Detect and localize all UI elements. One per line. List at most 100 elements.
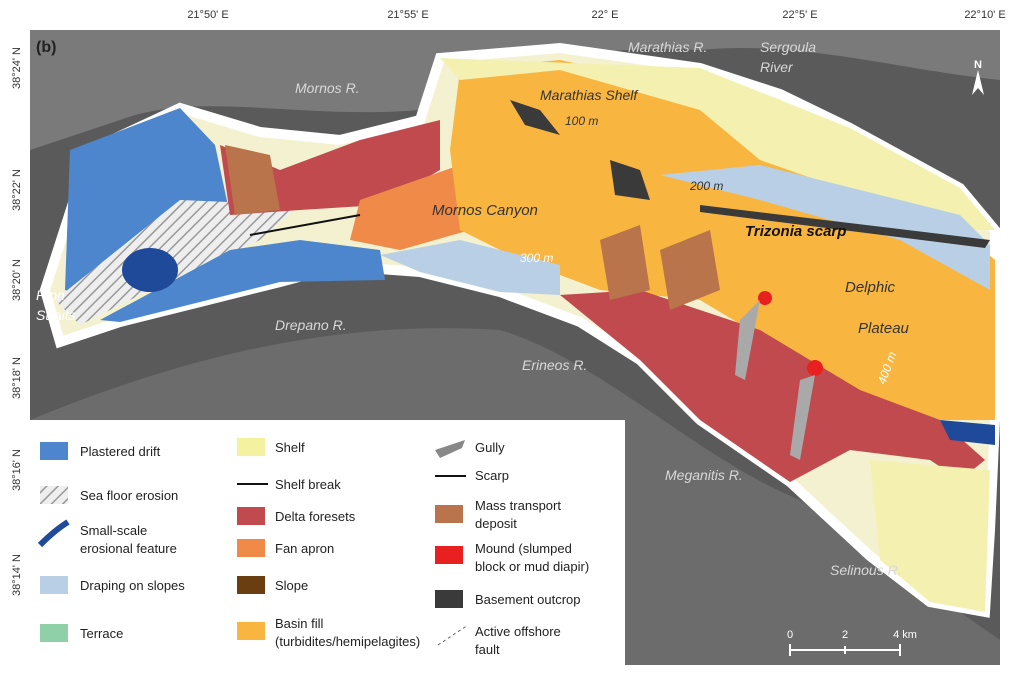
legend: Plastered drift Sea floor erosion Small-… bbox=[30, 420, 625, 665]
swatch bbox=[435, 590, 463, 608]
swatch bbox=[237, 438, 265, 456]
lat-tick: 38°18' N bbox=[11, 357, 23, 399]
draping bbox=[660, 165, 990, 290]
north-arrow-shape bbox=[972, 70, 984, 95]
swatch bbox=[237, 539, 265, 557]
fan-apron bbox=[350, 165, 470, 250]
erosional-feature bbox=[122, 248, 178, 292]
delta-foresets bbox=[560, 290, 985, 482]
scale-label: 2 bbox=[842, 629, 848, 641]
scale-bar-line bbox=[789, 644, 901, 656]
legend-text: Gully bbox=[475, 440, 505, 455]
legend-text: Fan apron bbox=[275, 541, 334, 556]
depth-label: 100 m bbox=[565, 114, 598, 128]
legend-text: Plastered drift bbox=[80, 444, 161, 459]
swatch bbox=[435, 505, 463, 523]
legend-text: fault bbox=[475, 642, 500, 657]
river-label: Mornos R. bbox=[295, 80, 360, 96]
depth-label: 300 m bbox=[520, 251, 553, 265]
legend-text: erosional feature bbox=[80, 541, 177, 556]
legend-text: Scarp bbox=[475, 468, 509, 483]
shelf bbox=[870, 460, 990, 612]
feature-label: Rion bbox=[36, 287, 65, 303]
legend-text: Shelf break bbox=[275, 477, 341, 492]
sea-floor-erosion bbox=[55, 200, 300, 325]
scale-bar: 0 2 4 km bbox=[787, 629, 917, 656]
swatch bbox=[437, 624, 469, 646]
swatch bbox=[40, 486, 68, 504]
river-label: Drepano R. bbox=[275, 317, 347, 333]
erosional-feature bbox=[940, 420, 995, 445]
legend-text: Mound (slumped bbox=[475, 541, 572, 556]
river-label: Marathias R. bbox=[628, 39, 707, 55]
latitude-ticks: 38°24' N 38°22' N 38°20' N 38°18' N 38°1… bbox=[11, 47, 23, 596]
plastered-drift bbox=[100, 240, 385, 322]
feature-label: Trizonia scarp bbox=[745, 223, 846, 240]
feature-label: Marathias Shelf bbox=[540, 87, 639, 103]
lon-tick: 22°5' E bbox=[782, 9, 817, 21]
swatch bbox=[237, 507, 265, 525]
legend-text: Shelf bbox=[275, 440, 305, 455]
legend-text: Slope bbox=[275, 578, 308, 593]
scarp bbox=[249, 214, 361, 236]
river-label: Meganitis R. bbox=[665, 467, 743, 483]
legend-box bbox=[30, 420, 625, 665]
feature-label: Straits bbox=[36, 307, 76, 323]
lon-tick: 21°50' E bbox=[187, 9, 228, 21]
swatch bbox=[237, 576, 265, 594]
lon-tick: 21°55' E bbox=[387, 9, 428, 21]
longitude-ticks: 21°50' E 21°55' E 22° E 22°5' E 22°10' E bbox=[187, 9, 1005, 21]
depth-label: 200 m bbox=[689, 179, 723, 193]
feature-label: Delphic bbox=[845, 279, 896, 296]
swatch bbox=[435, 440, 465, 458]
swatch bbox=[237, 622, 265, 640]
lon-tick: 22° E bbox=[591, 9, 618, 21]
shelf bbox=[440, 58, 995, 230]
scale-label: 0 bbox=[787, 629, 793, 641]
legend-text: block or mud diapir) bbox=[475, 559, 589, 574]
terrain bbox=[30, 30, 1000, 150]
plastered-drift bbox=[65, 108, 230, 300]
river-label: Sergoula bbox=[760, 39, 816, 55]
river-label: Selinous R. bbox=[830, 562, 902, 578]
legend-text: Active offshore bbox=[475, 624, 561, 639]
north-arrow: N bbox=[972, 59, 984, 95]
legend-text: deposit bbox=[475, 516, 517, 531]
legend-text: Sea floor erosion bbox=[80, 488, 178, 503]
legend-text: Draping on slopes bbox=[80, 578, 185, 593]
legend-text: Delta foresets bbox=[275, 509, 356, 524]
north-label: N bbox=[974, 59, 982, 71]
mass-transport bbox=[600, 225, 720, 310]
lat-tick: 38°24' N bbox=[11, 47, 23, 89]
feature-label: Mornos Canyon bbox=[432, 202, 538, 219]
legend-text: (turbidites/hemipelagites) bbox=[275, 634, 420, 649]
legend-text: Basement outcrop bbox=[475, 592, 581, 607]
scale-label: 4 km bbox=[893, 629, 917, 641]
swatch bbox=[40, 442, 68, 460]
mass-transport bbox=[225, 145, 280, 215]
swatch bbox=[40, 624, 68, 642]
legend-text: Small-scale bbox=[80, 523, 147, 538]
swatch bbox=[37, 519, 70, 548]
lat-tick: 38°14' N bbox=[11, 554, 23, 596]
mound bbox=[758, 291, 772, 305]
lat-tick: 38°16' N bbox=[11, 449, 23, 491]
legend-text: Terrace bbox=[80, 626, 123, 641]
gully bbox=[735, 300, 815, 460]
lat-tick: 38°22' N bbox=[11, 169, 23, 211]
river-label: River bbox=[760, 59, 794, 75]
legend-text: Mass transport bbox=[475, 498, 561, 513]
panel-label: (b) bbox=[36, 39, 56, 56]
draping bbox=[380, 240, 560, 295]
lon-tick: 22°10' E bbox=[964, 9, 1005, 21]
lat-tick: 38°20' N bbox=[11, 259, 23, 301]
swatch bbox=[435, 546, 463, 564]
basin-fill bbox=[450, 60, 995, 420]
feature-label: Plateau bbox=[858, 320, 910, 337]
mound bbox=[807, 360, 823, 376]
legend-text: Basin fill bbox=[275, 616, 324, 631]
swatch bbox=[40, 576, 68, 594]
river-label: Erineos R. bbox=[522, 357, 587, 373]
place-labels: Mornos R. Marathias R. Sergoula River Ma… bbox=[36, 39, 910, 578]
